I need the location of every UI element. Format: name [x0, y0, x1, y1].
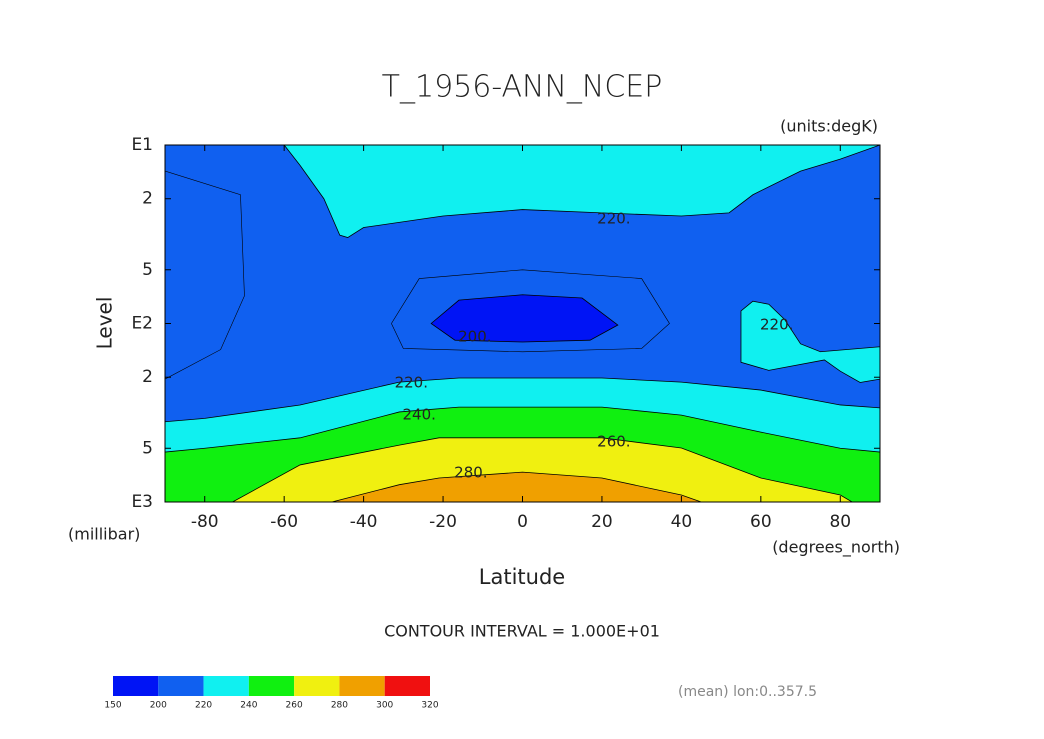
note: (mean) lon:0..357.5 — [678, 684, 817, 700]
colorbar-box — [384, 676, 430, 696]
x-units: (degrees_north) — [772, 538, 900, 558]
colorbar-label: 150 — [104, 701, 121, 711]
contour-label: 200. — [458, 327, 491, 345]
x-tick-label: 80 — [829, 512, 851, 532]
contour-label: 260. — [597, 432, 630, 450]
contour-label: 220. — [597, 210, 630, 228]
x-tick-label: -40 — [350, 512, 378, 532]
colorbar-box — [113, 676, 159, 696]
contour-region — [283, 145, 880, 238]
colorbar-label: 200 — [150, 701, 167, 711]
contour-region — [740, 300, 880, 383]
contour-interval: CONTOUR INTERVAL = 1.000E+01 — [384, 622, 660, 641]
colorbar-box — [203, 676, 249, 696]
chart-title: T_1956-ANN_NCEP — [382, 70, 663, 105]
contour-label: 240. — [403, 406, 436, 424]
y-tick-label: E1 — [131, 135, 153, 155]
colorbar-box — [158, 676, 204, 696]
contour-label: 280. — [454, 464, 487, 482]
x-tick-label: 40 — [671, 512, 693, 532]
x-axis-label: Latitude — [479, 565, 565, 589]
y-units: (millibar) — [68, 525, 140, 544]
x-tick-label: 20 — [591, 512, 613, 532]
contour-label: 220. — [395, 373, 428, 391]
y-tick-label: E2 — [131, 314, 153, 334]
y-tick-label: E3 — [131, 492, 153, 512]
colorbar-label: 240 — [240, 701, 257, 711]
contour-region — [430, 294, 619, 343]
colorbar-box — [248, 676, 295, 696]
contour-region — [331, 471, 702, 502]
colorbar-box — [294, 676, 340, 696]
x-tick-label: -60 — [270, 512, 298, 532]
contour-label: 220. — [760, 316, 793, 334]
x-tick-label: -80 — [191, 512, 219, 532]
colorbar-label: 260 — [286, 701, 303, 711]
colorbar-label: 280 — [331, 701, 348, 711]
x-tick-label: 60 — [750, 512, 772, 532]
colorbar-label: 320 — [421, 701, 438, 711]
y-tick-label: 5 — [142, 260, 153, 280]
y-tick-label: 2 — [142, 189, 153, 209]
y-tick-label: 5 — [142, 438, 153, 458]
x-tick-label: -20 — [429, 512, 457, 532]
contour-line — [391, 269, 670, 353]
contour-line — [165, 170, 245, 380]
plot-area: 220. 200. 220. 240. 260. 280. 220. — [165, 145, 880, 502]
colorbar-label: 220 — [195, 701, 212, 711]
colorbar-label: 300 — [376, 701, 393, 711]
y-tick-label: 2 — [142, 367, 153, 387]
x-tick-label: 0 — [517, 512, 528, 532]
colorbar-box — [339, 676, 385, 696]
contour-region — [232, 437, 853, 502]
y-axis-label: Level — [93, 297, 117, 350]
units: (units:degK) — [780, 117, 878, 136]
